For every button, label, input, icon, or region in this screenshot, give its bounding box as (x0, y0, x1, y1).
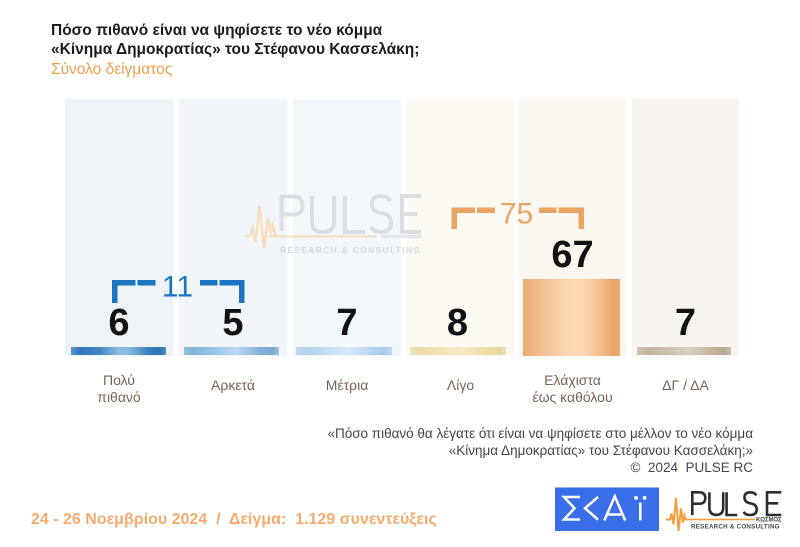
svg-text:11: 11 (162, 271, 193, 304)
svg-text:ΚΩΣΜΟΣ: ΚΩΣΜΟΣ (756, 517, 782, 523)
svg-text:RESEARCH & CONSULTING: RESEARCH & CONSULTING (691, 524, 781, 531)
svg-text:75: 75 (500, 198, 533, 231)
svg-text:RESEARCH & CONSULTING: RESEARCH & CONSULTING (280, 245, 422, 255)
